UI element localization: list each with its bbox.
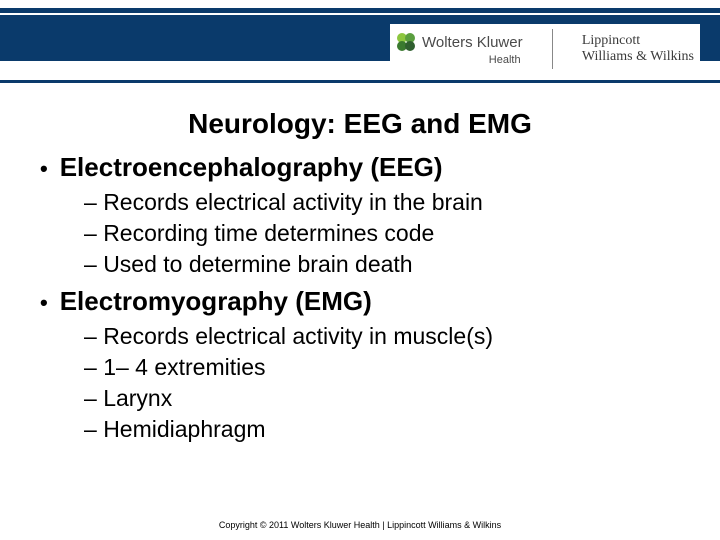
brand-right: Lippincott Williams & Wilkins <box>572 33 694 65</box>
section-heading-row: • Electroencephalography (EEG) <box>40 152 680 183</box>
sub-item: Hemidiaphragm <box>84 414 680 445</box>
section-heading: Electroencephalography (EEG) <box>60 152 443 183</box>
clover-logo-icon <box>396 32 416 52</box>
slide-title: Neurology: EEG and EMG <box>0 108 720 140</box>
brand-right-line2: Williams & Wilkins <box>582 49 694 65</box>
section: • Electromyography (EMG) Records electrica… <box>40 286 680 445</box>
brand-area: Wolters Kluwer Health Lippincott William… <box>390 24 700 74</box>
section-heading-row: • Electromyography (EMG) <box>40 286 680 317</box>
sub-item: Records electrical activity in the brain <box>84 187 680 218</box>
sub-item: 1– 4 extremities <box>84 352 680 383</box>
bullet-icon: • <box>40 292 48 314</box>
slide-header: Wolters Kluwer Health Lippincott William… <box>0 0 720 90</box>
sub-list: Records electrical activity in the brain… <box>40 187 680 280</box>
brand-divider <box>552 29 553 69</box>
section-heading: Electromyography (EMG) <box>60 286 372 317</box>
sub-item: Recording time determines code <box>84 218 680 249</box>
brand-left: Wolters Kluwer Health <box>396 32 533 66</box>
slide-footer: Copyright © 2011 Wolters Kluwer Health |… <box>0 520 720 530</box>
sub-list: Records electrical activity in muscle(s)… <box>40 321 680 445</box>
brand-right-line1: Lippincott <box>582 33 694 49</box>
brand-sub-left: Health <box>489 54 521 66</box>
section: • Electroencephalography (EEG) Records ele… <box>40 152 680 280</box>
bullet-icon: • <box>40 158 48 180</box>
slide-content: • Electroencephalography (EEG) Records ele… <box>0 152 720 445</box>
sub-item: Records electrical activity in muscle(s) <box>84 321 680 352</box>
sub-item: Used to determine brain death <box>84 249 680 280</box>
sub-item: Larynx <box>84 383 680 414</box>
header-bar-thin <box>0 8 720 13</box>
brand-name-left: Wolters Kluwer <box>422 34 523 51</box>
header-bar-bottom <box>0 80 720 83</box>
